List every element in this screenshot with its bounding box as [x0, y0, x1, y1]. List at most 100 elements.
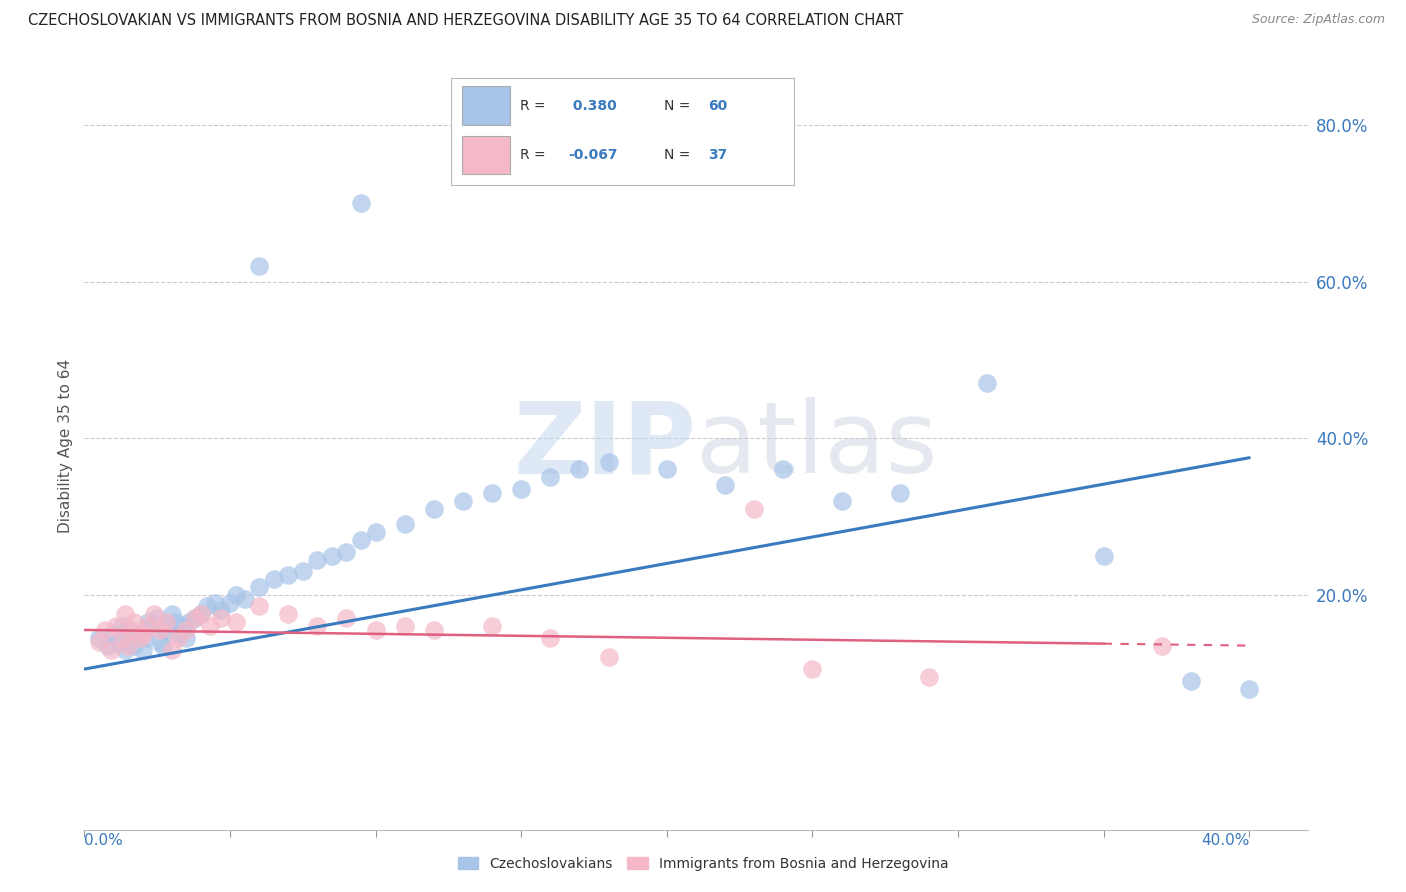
Point [120, 623, 142, 637]
Point [350, 533, 373, 547]
Text: 0.0%: 0.0% [84, 833, 124, 848]
Point [87, 634, 110, 648]
Point [190, 607, 212, 622]
Point [321, 549, 343, 563]
Point [307, 619, 329, 633]
Point [1180, 673, 1202, 688]
Point [198, 619, 221, 633]
Point [135, 631, 157, 645]
Point [166, 627, 188, 641]
Point [568, 462, 591, 476]
Point [117, 639, 139, 653]
Point [138, 619, 160, 633]
Point [1092, 549, 1115, 563]
Legend: Czechoslovakians, Immigrants from Bosnia and Herzegovina: Czechoslovakians, Immigrants from Bosnia… [453, 851, 953, 876]
Point [247, 580, 270, 594]
Point [598, 650, 620, 665]
Point [714, 478, 737, 492]
Point [149, 623, 172, 637]
Point [141, 619, 163, 633]
Point [263, 572, 285, 586]
Point [149, 634, 172, 648]
Point [128, 631, 150, 645]
Point [1150, 639, 1173, 653]
Point [481, 619, 503, 633]
Point [247, 259, 270, 273]
Point [114, 607, 136, 622]
Point [146, 611, 169, 625]
Point [155, 623, 177, 637]
Point [598, 455, 620, 469]
Point [103, 627, 125, 641]
Point [172, 619, 194, 633]
Point [97, 639, 120, 653]
Text: ZIP: ZIP [513, 398, 696, 494]
Point [174, 631, 197, 645]
Point [233, 591, 256, 606]
Text: CZECHOSLOVAKIAN VS IMMIGRANTS FROM BOSNIA AND HERZEGOVINA DISABILITY AGE 35 TO 6: CZECHOSLOVAKIAN VS IMMIGRANTS FROM BOSNI… [28, 13, 904, 29]
Point [394, 517, 416, 532]
Point [108, 634, 131, 648]
Text: Source: ZipAtlas.com: Source: ZipAtlas.com [1251, 13, 1385, 27]
Point [131, 642, 153, 657]
Point [195, 599, 218, 614]
Point [122, 639, 145, 653]
Point [160, 642, 183, 657]
Point [122, 615, 145, 629]
Point [742, 501, 765, 516]
Point [772, 462, 794, 476]
Point [225, 615, 247, 629]
Point [138, 615, 160, 629]
Point [87, 631, 110, 645]
Point [114, 642, 136, 657]
Point [100, 642, 122, 657]
Point [350, 196, 373, 211]
Point [423, 623, 446, 637]
Point [155, 615, 177, 629]
Point [174, 623, 197, 637]
Point [190, 607, 212, 622]
Point [209, 611, 232, 625]
Point [125, 627, 148, 641]
Point [163, 615, 186, 629]
Point [225, 588, 247, 602]
Point [120, 631, 142, 645]
Point [1239, 681, 1261, 696]
Point [277, 607, 299, 622]
Point [209, 603, 232, 617]
Point [307, 552, 329, 566]
Point [152, 639, 174, 653]
Point [538, 470, 561, 484]
Point [143, 607, 166, 622]
Point [184, 611, 207, 625]
Point [655, 462, 678, 476]
Point [219, 596, 242, 610]
Y-axis label: Disability Age 35 to 64: Disability Age 35 to 64 [58, 359, 73, 533]
Point [335, 544, 357, 558]
Point [451, 493, 474, 508]
Point [160, 607, 183, 622]
Point [111, 619, 134, 633]
Point [801, 662, 824, 676]
Point [117, 623, 139, 637]
Text: 40.0%: 40.0% [1201, 833, 1250, 848]
Point [131, 627, 153, 641]
Point [510, 482, 533, 496]
Point [247, 599, 270, 614]
Point [335, 611, 357, 625]
Point [179, 615, 201, 629]
Text: atlas: atlas [696, 398, 938, 494]
Point [184, 611, 207, 625]
Point [889, 486, 911, 500]
Point [166, 631, 188, 645]
Point [394, 619, 416, 633]
Point [111, 631, 134, 645]
Point [364, 623, 387, 637]
Point [423, 501, 446, 516]
Point [538, 631, 561, 645]
Point [976, 376, 998, 391]
Point [918, 670, 941, 684]
Point [204, 596, 226, 610]
Point [93, 623, 115, 637]
Point [105, 619, 128, 633]
